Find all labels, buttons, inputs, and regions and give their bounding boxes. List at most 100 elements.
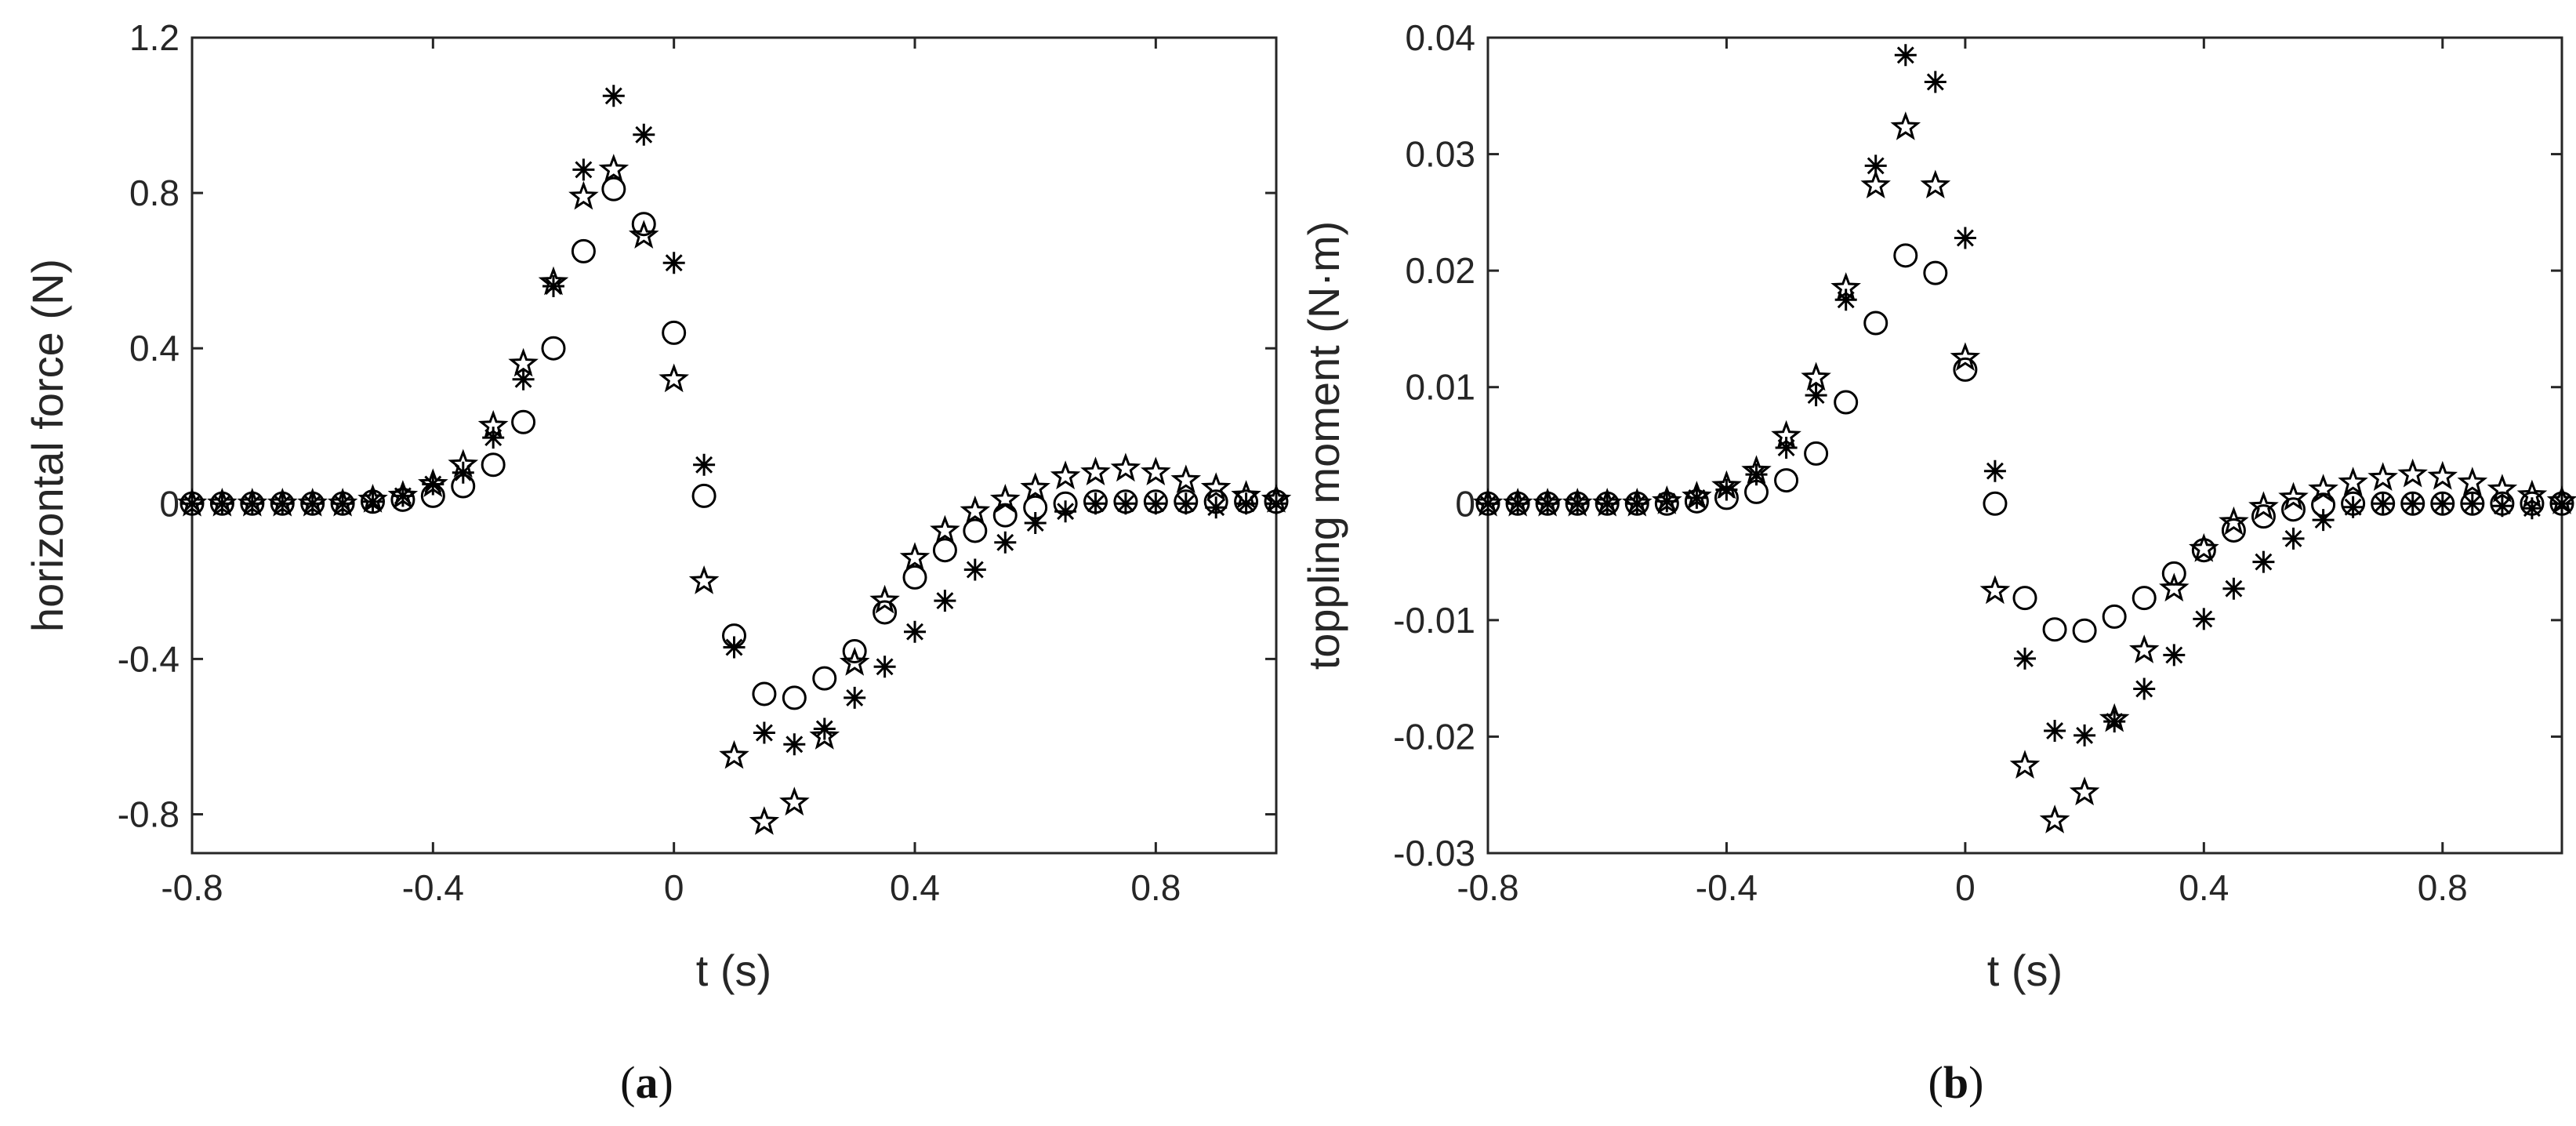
data-point-asterisk	[2551, 492, 2573, 515]
data-point-pentagram	[1950, 342, 1981, 371]
data-point-pentagram	[327, 488, 358, 517]
data-point-pentagram	[749, 806, 780, 835]
data-point-asterisk	[1054, 500, 1077, 523]
data-point-asterisk	[1145, 492, 1167, 515]
data-point-pentagram	[387, 480, 419, 509]
x-tick-label: 0.4	[2179, 867, 2229, 908]
data-point-circle	[1983, 491, 2008, 516]
data-point-asterisk	[2103, 710, 2126, 733]
data-point-pentagram	[2487, 474, 2518, 503]
data-point-circle	[1923, 260, 1948, 285]
y-tick-label: 0.03	[1405, 134, 1475, 175]
data-point-asterisk	[1805, 384, 1827, 407]
data-point-circle	[662, 320, 687, 345]
data-point-asterisk	[2163, 644, 2186, 667]
data-point-pentagram	[2397, 458, 2428, 488]
data-point-circle	[1804, 441, 1829, 466]
data-point-asterisk	[1537, 492, 1559, 515]
data-point-pentagram	[508, 347, 539, 377]
data-point-asterisk	[904, 620, 926, 643]
panel-letter: b	[1943, 1057, 1968, 1108]
y-tick-label: -0.03	[1393, 833, 1475, 874]
x-tick-label: 0.8	[1130, 867, 1181, 908]
tick-group: -0.8 -0.4 0 0.4 0.8 -0.8 -0.4 0 0.4 0.8 1.2	[118, 17, 1276, 908]
y-tick-label: 1.2	[129, 17, 180, 58]
data-point-asterisk	[361, 490, 384, 513]
data-point-pentagram	[176, 487, 208, 517]
data-point-pentagram	[448, 449, 479, 478]
data-point-pentagram	[418, 468, 448, 497]
data-point-pentagram	[2338, 467, 2368, 496]
y-tick-label: 0.04	[1405, 17, 1475, 58]
data-point-circle	[963, 518, 988, 543]
plot-frame	[190, 36, 1278, 855]
data-point-asterisk	[422, 473, 444, 496]
data-point-circle	[902, 565, 927, 590]
data-point-asterisk	[2371, 492, 2394, 515]
data-point-pentagram	[237, 488, 268, 517]
data-point-asterisk	[2044, 720, 2066, 742]
data-point-asterisk	[1084, 492, 1107, 515]
data-point-circle	[2042, 617, 2067, 642]
data-point-asterisk	[783, 733, 806, 756]
data-point-pentagram	[538, 266, 569, 296]
data-point-asterisk	[512, 368, 535, 390]
data-point-pentagram	[2039, 805, 2070, 834]
data-point-pentagram	[989, 484, 1021, 513]
x-tick-label: -0.4	[1696, 867, 1758, 908]
data-point-circle	[932, 538, 957, 563]
data-point-pentagram	[809, 721, 840, 750]
data-point-asterisk	[693, 453, 716, 476]
data-point-circle	[2251, 504, 2276, 529]
data-point-pentagram	[1261, 483, 1292, 513]
data-point-asterisk	[1205, 496, 1228, 519]
y-tick-label: 0.01	[1405, 367, 1475, 408]
data-point-pentagram	[1979, 575, 2011, 605]
data-point-pentagram	[1591, 488, 1623, 517]
y-tick-label: -0.4	[118, 638, 180, 679]
data-point-asterisk	[2431, 492, 2454, 515]
data-point-asterisk	[813, 717, 836, 740]
data-point-pentagram	[1771, 420, 1801, 449]
data-point-asterisk	[1626, 492, 1649, 515]
data-point-pentagram	[1652, 485, 1682, 514]
tick-group: -0.8 -0.4 0 0.4 0.8 -0.03 -0.02 -0.01 0 0.01 0.02 0…	[1393, 17, 2562, 908]
data-point-pentagram	[1920, 169, 1951, 199]
data-point-circle	[842, 638, 867, 663]
data-point-pentagram	[477, 409, 509, 439]
data-point-pentagram	[659, 363, 689, 393]
data-point-circle	[511, 409, 536, 434]
data-point-asterisk	[963, 558, 986, 581]
data-point-pentagram	[1622, 488, 1653, 517]
data-point-asterisk	[2282, 527, 2305, 550]
data-point-pentagram	[2278, 481, 2309, 511]
data-point-circle	[1774, 468, 1799, 493]
data-point-asterisk	[1864, 154, 1887, 177]
data-point-pentagram	[1502, 488, 1533, 517]
data-point-pentagram	[1050, 460, 1081, 490]
data-point-asterisk	[2312, 509, 2335, 532]
data-point-pentagram	[779, 786, 810, 816]
data-point-asterisk	[1834, 289, 1857, 311]
data-point-asterisk	[211, 492, 234, 515]
data-point-asterisk	[633, 123, 655, 146]
data-point-pentagram	[719, 739, 749, 769]
data-point-pentagram	[1532, 488, 1563, 517]
data-point-pentagram	[2159, 572, 2190, 602]
data-point-pentagram	[1472, 487, 1504, 517]
data-point-circle	[541, 336, 566, 361]
data-point-circle	[1893, 243, 1918, 268]
data-point-asterisk	[2461, 492, 2483, 515]
data-point-asterisk	[1983, 459, 2006, 482]
data-point-pentagram	[688, 565, 720, 594]
data-point-asterisk	[2073, 724, 2096, 746]
data-point-asterisk	[2014, 647, 2036, 670]
data-point-circle	[1863, 311, 1888, 336]
data-point-circle	[2072, 618, 2097, 643]
data-point-asterisk	[332, 492, 354, 515]
data-point-asterisk	[1745, 463, 1768, 486]
data-point-pentagram	[1860, 169, 1891, 199]
data-point-pentagram	[1200, 472, 1232, 501]
data-point-circle	[782, 685, 807, 710]
data-point-asterisk	[1685, 486, 1708, 509]
